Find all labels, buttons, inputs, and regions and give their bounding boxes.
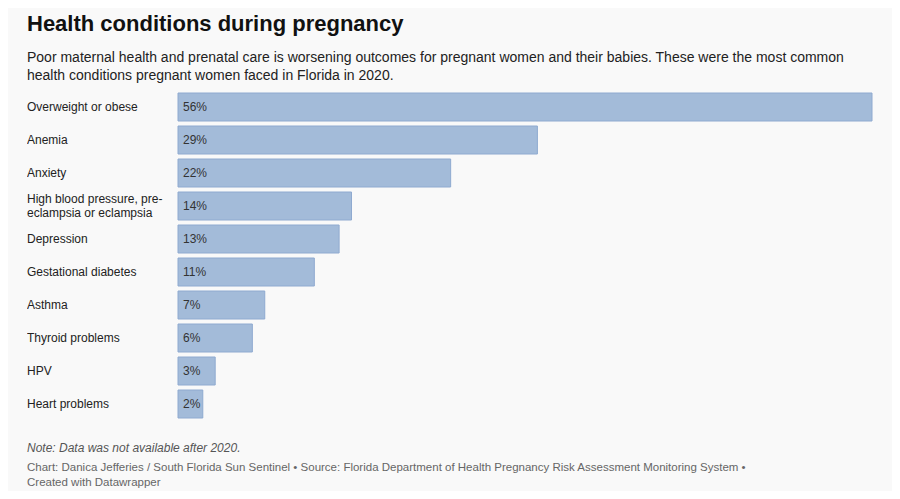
svg-text:Depression: Depression — [27, 232, 88, 246]
svg-text:HPV: HPV — [27, 364, 52, 378]
svg-text:11%: 11% — [183, 265, 206, 279]
svg-text:Overweight or obese: Overweight or obese — [27, 100, 138, 114]
svg-text:High blood pressure, pre-eclam: High blood pressure, pre-eclampsia or ec… — [27, 192, 162, 220]
svg-text:Anemia: Anemia — [27, 133, 68, 147]
svg-text:29%: 29% — [183, 133, 207, 147]
svg-text:Gestational diabetes: Gestational diabetes — [27, 265, 136, 279]
svg-text:Thyroid problems: Thyroid problems — [27, 331, 120, 345]
svg-text:56%: 56% — [183, 100, 207, 114]
svg-text:Anxiety: Anxiety — [27, 166, 66, 180]
svg-text:3%: 3% — [183, 364, 201, 378]
svg-text:22%: 22% — [183, 166, 207, 180]
svg-text:7%: 7% — [183, 298, 201, 312]
svg-text:6%: 6% — [183, 331, 201, 345]
html-text:Health conditions during pregn: Health conditions during pregnancy — [27, 11, 404, 36]
svg-text:13%: 13% — [183, 232, 207, 246]
html-text:Chart: Danica Jefferies / Sout: Chart: Danica Jefferies / South Florida … — [27, 461, 746, 488]
html-text:Poor maternal health and prena: Poor maternal health and prenatal care i… — [27, 49, 844, 83]
html-text:Note: Data was not available a: Note: Data was not available after 2020. — [27, 441, 241, 455]
svg-text:2%: 2% — [183, 397, 201, 411]
svg-text:Heart problems: Heart problems — [27, 397, 109, 411]
svg-text:Asthma: Asthma — [27, 298, 68, 312]
svg-text:14%: 14% — [183, 199, 207, 213]
